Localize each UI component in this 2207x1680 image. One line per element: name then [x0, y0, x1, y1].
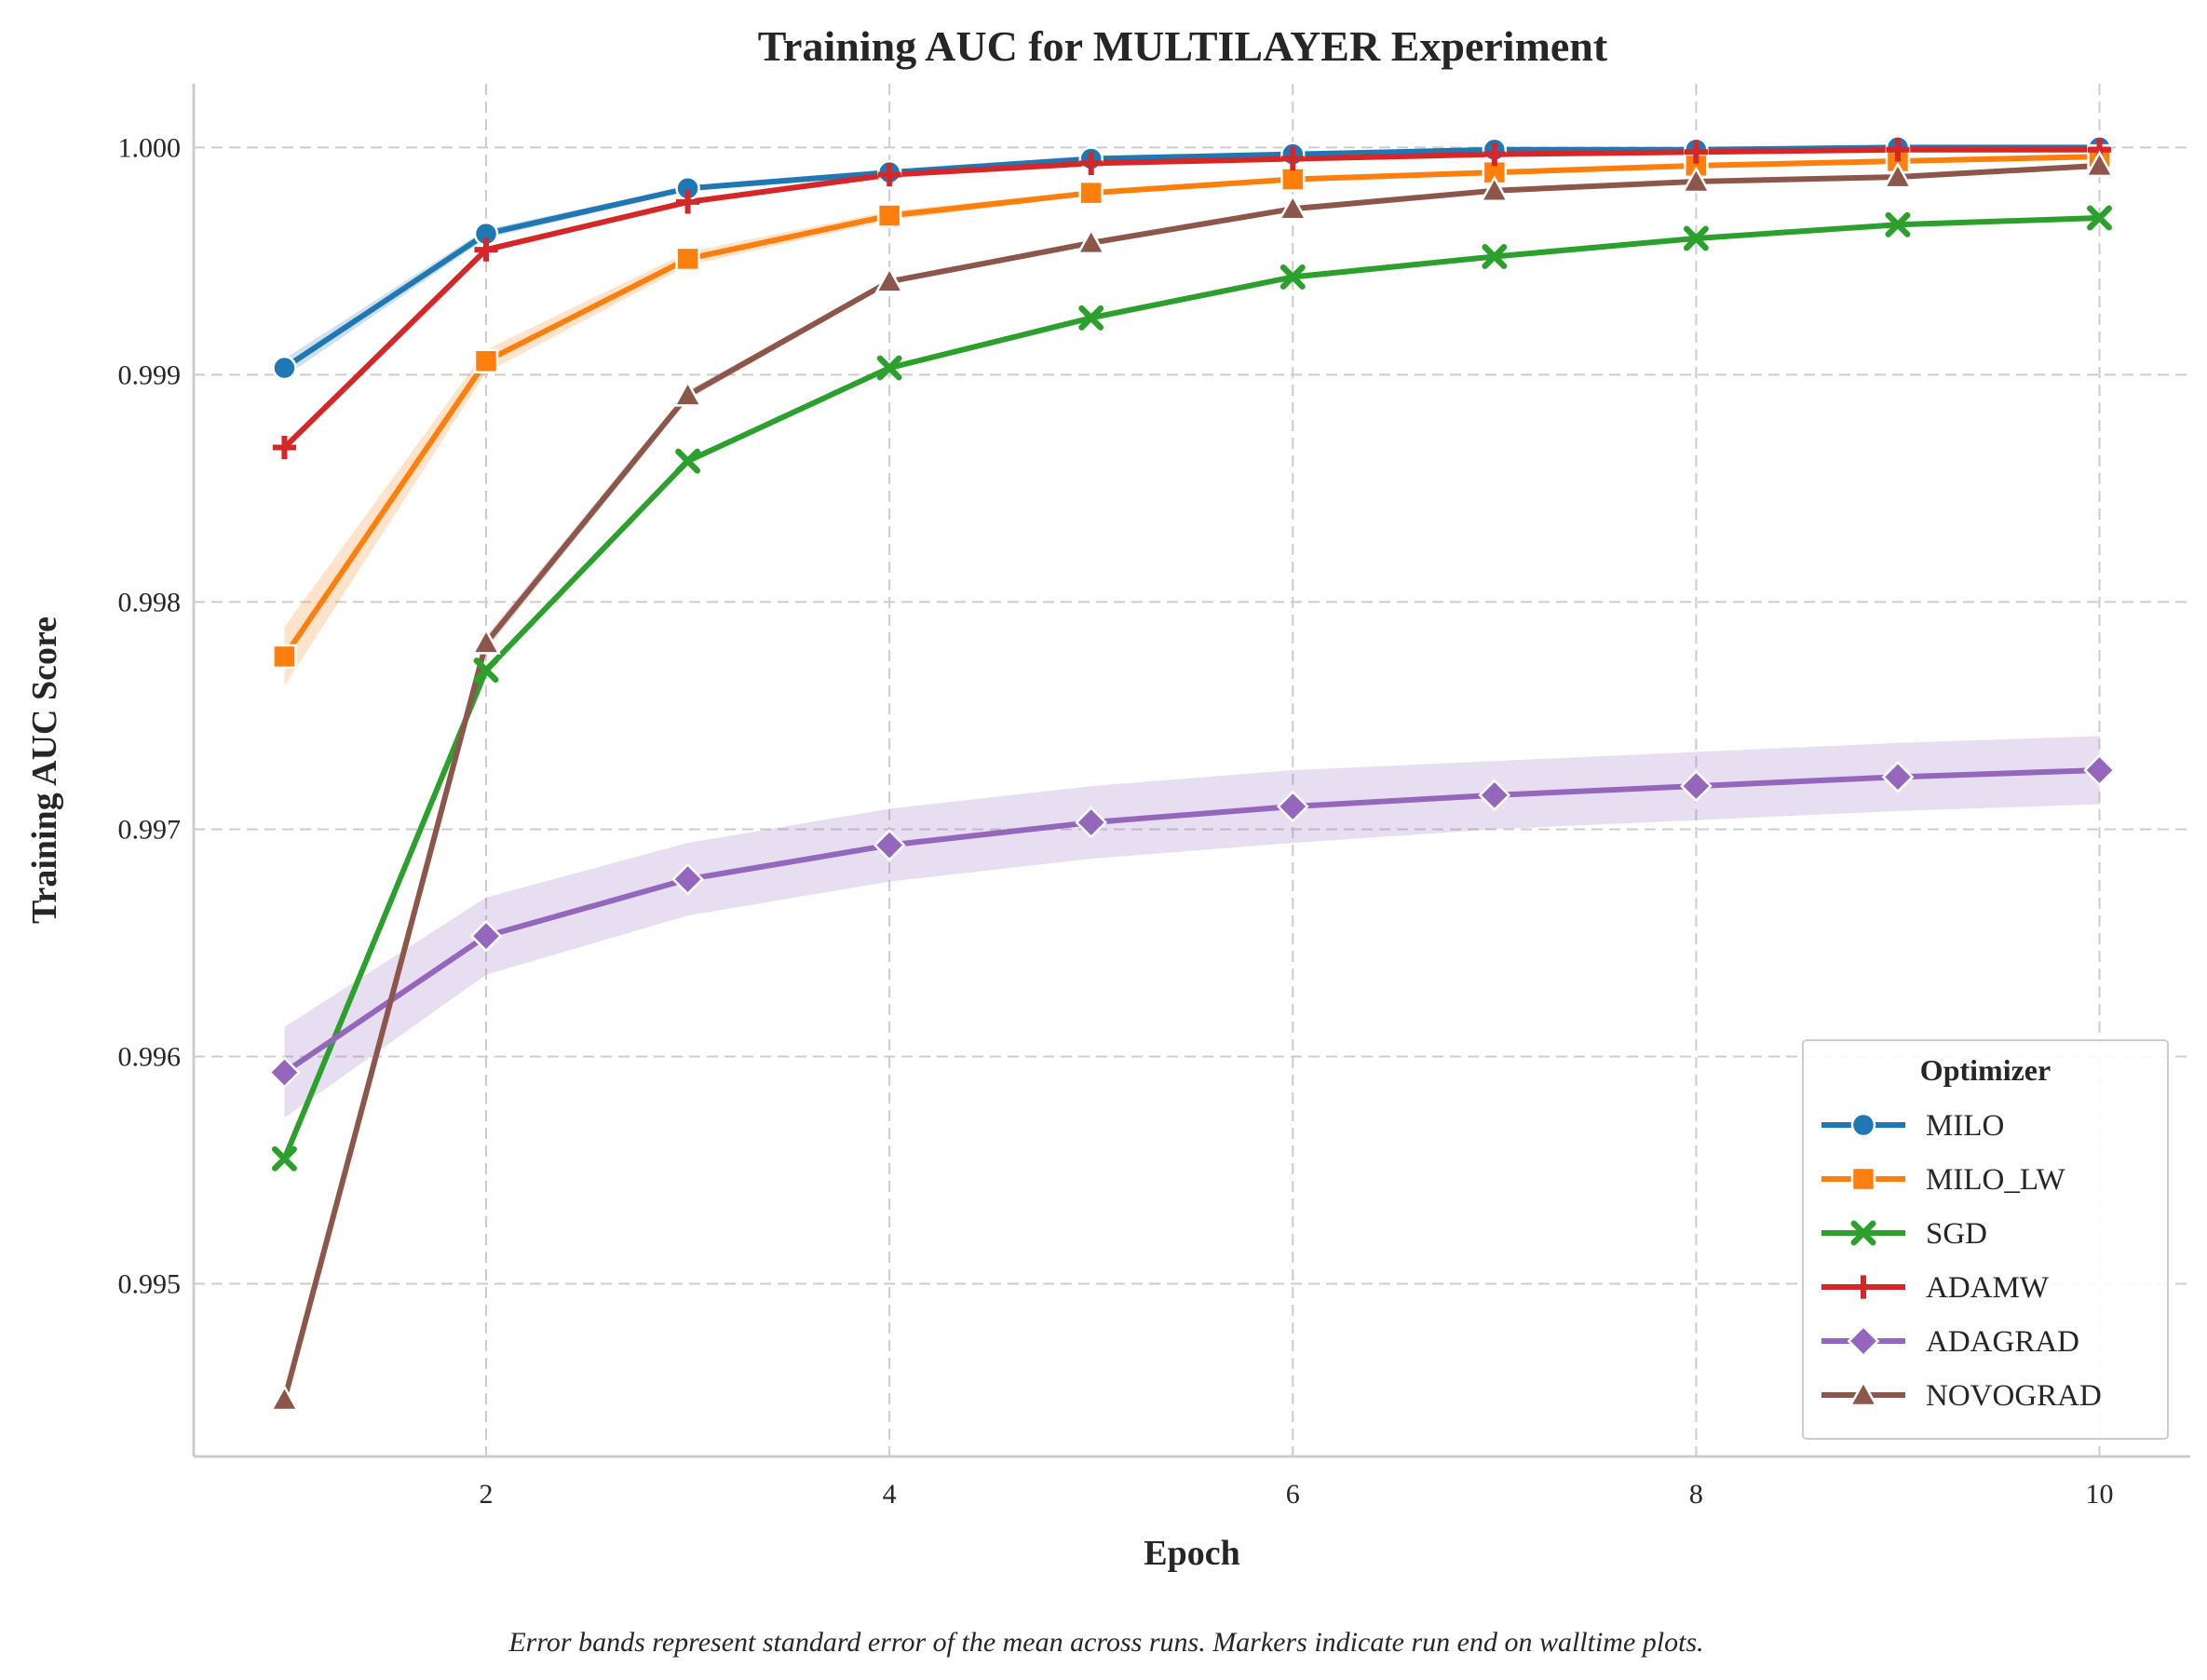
marker-adamw — [1886, 138, 1910, 162]
y-tick-label: 0.999 — [118, 359, 182, 390]
marker-adagrad — [268, 1056, 301, 1089]
line-sgd — [281, 214, 2103, 1162]
marker-sgd — [272, 1145, 297, 1172]
marker-sgd — [1280, 264, 1306, 290]
legend-item-adamw: ADAMW — [1821, 1271, 2050, 1305]
x-tick-label: 2 — [480, 1479, 494, 1510]
x-tick-label: 4 — [883, 1479, 897, 1510]
legend-marker-milo — [1850, 1112, 1876, 1138]
legend-item-milo: MILO — [1821, 1109, 2004, 1143]
marker-adamw — [1079, 151, 1104, 176]
legend-label-adagrad: ADAGRAD — [1926, 1325, 2079, 1359]
line-adagrad — [281, 767, 2103, 1076]
marker-adagrad — [1075, 806, 1108, 839]
marker-adamw — [1483, 142, 1507, 167]
axes — [192, 84, 2190, 1458]
legend: Optimizer MILO MILO_LW SGD ADAMW ADAGRAD NOVO… — [1802, 1039, 2169, 1440]
marker-adamw — [1280, 146, 1305, 171]
marker-milo-lw — [1078, 180, 1104, 206]
line-novograd — [281, 162, 2103, 1402]
y-tick-label: 0.998 — [118, 587, 182, 617]
marker-novograd — [1278, 193, 1308, 221]
legend-item-adagrad: ADAGRAD — [1821, 1324, 2079, 1359]
marker-milo-lw — [272, 644, 297, 670]
legend-label-milo: MILO — [1926, 1109, 2004, 1143]
legend-item-milo-lw: MILO_LW — [1821, 1163, 2066, 1197]
legend-label-adamw: ADAMW — [1926, 1271, 2050, 1305]
legend-label-milo-lw: MILO_LW — [1926, 1163, 2066, 1197]
marker-adamw — [675, 190, 700, 214]
x-axis-label: Epoch — [1144, 1534, 1239, 1573]
line-milo-lw — [281, 154, 2103, 659]
marker-milo-lw — [473, 348, 499, 373]
y-tick-labels: 0.995 0.996 0.997 0.998 0.999 1.000 — [118, 132, 182, 1299]
marker-sgd — [1885, 211, 1911, 237]
x-tick-label: 6 — [1286, 1479, 1300, 1510]
marker-milo — [272, 355, 297, 381]
marker-sgd — [473, 657, 499, 684]
marker-sgd — [876, 355, 902, 381]
marker-adagrad — [1680, 769, 1713, 803]
marker-adamw — [272, 435, 297, 460]
marker-adagrad — [1276, 790, 1309, 823]
chart-title: Training AUC for MULTILAYER Experiment — [758, 22, 1608, 70]
legend-title: Optimizer — [1920, 1053, 2051, 1087]
marker-adamw — [1684, 140, 1709, 164]
marker-adamw — [474, 237, 498, 262]
marker-novograd — [1479, 175, 1510, 202]
marker-novograd — [1681, 166, 1712, 194]
legend-marker-adamw — [1851, 1275, 1875, 1299]
marker-novograd — [874, 265, 905, 293]
marker-sgd — [2087, 205, 2112, 231]
marker-sgd — [1078, 305, 1104, 331]
y-tick-label: 0.995 — [118, 1269, 182, 1300]
marker-novograd — [1883, 161, 1913, 189]
marker-novograd — [269, 1384, 300, 1412]
line-adamw — [281, 146, 2103, 451]
x-tick-label: 10 — [2086, 1479, 2114, 1510]
marker-novograd — [1076, 227, 1106, 255]
x-tick-labels: 2 4 6 8 10 — [480, 1479, 2114, 1510]
x-tick-label: 8 — [1689, 1479, 1703, 1510]
caption: Error bands represent standard error of … — [508, 1627, 1703, 1658]
legend-label-sgd: SGD — [1926, 1217, 1987, 1251]
y-tick-label: 0.997 — [118, 814, 182, 845]
marker-adagrad — [671, 862, 704, 896]
legend-marker-sgd — [1850, 1220, 1876, 1246]
marker-adagrad — [873, 829, 906, 861]
marker-milo-lw — [1280, 167, 1306, 192]
legend-items: MILO MILO_LW SGD ADAMW ADAGRAD NOVOGRAD — [1821, 1109, 2102, 1413]
marker-adamw — [877, 163, 901, 187]
legend-item-novograd: NOVOGRAD — [1821, 1379, 2102, 1413]
marker-adagrad — [2083, 753, 2116, 787]
marker-sgd — [1683, 225, 1709, 251]
y-tick-label: 1.000 — [118, 132, 182, 163]
marker-adagrad — [1478, 779, 1511, 812]
legend-marker-milo-lw — [1850, 1166, 1876, 1192]
marker-adagrad — [1881, 760, 1915, 793]
marker-milo-lw — [876, 203, 902, 228]
y-axis-label: Training AUC Score — [25, 616, 64, 924]
series-markers — [268, 135, 2116, 1412]
marker-sgd — [675, 448, 701, 474]
legend-item-sgd: SGD — [1821, 1217, 1987, 1251]
marker-novograd — [672, 379, 703, 407]
series-lines — [281, 144, 2103, 1402]
legend-marker-adagrad — [1847, 1324, 1880, 1358]
legend-marker-novograd — [1848, 1379, 1878, 1407]
marker-adagrad — [469, 919, 503, 953]
marker-milo-lw — [675, 246, 700, 272]
marker-novograd — [471, 627, 501, 655]
legend-label-novograd: NOVOGRAD — [1926, 1379, 2102, 1413]
marker-sgd — [1482, 244, 1508, 269]
marker-novograd — [2084, 150, 2115, 178]
y-tick-label: 0.996 — [118, 1041, 182, 1072]
